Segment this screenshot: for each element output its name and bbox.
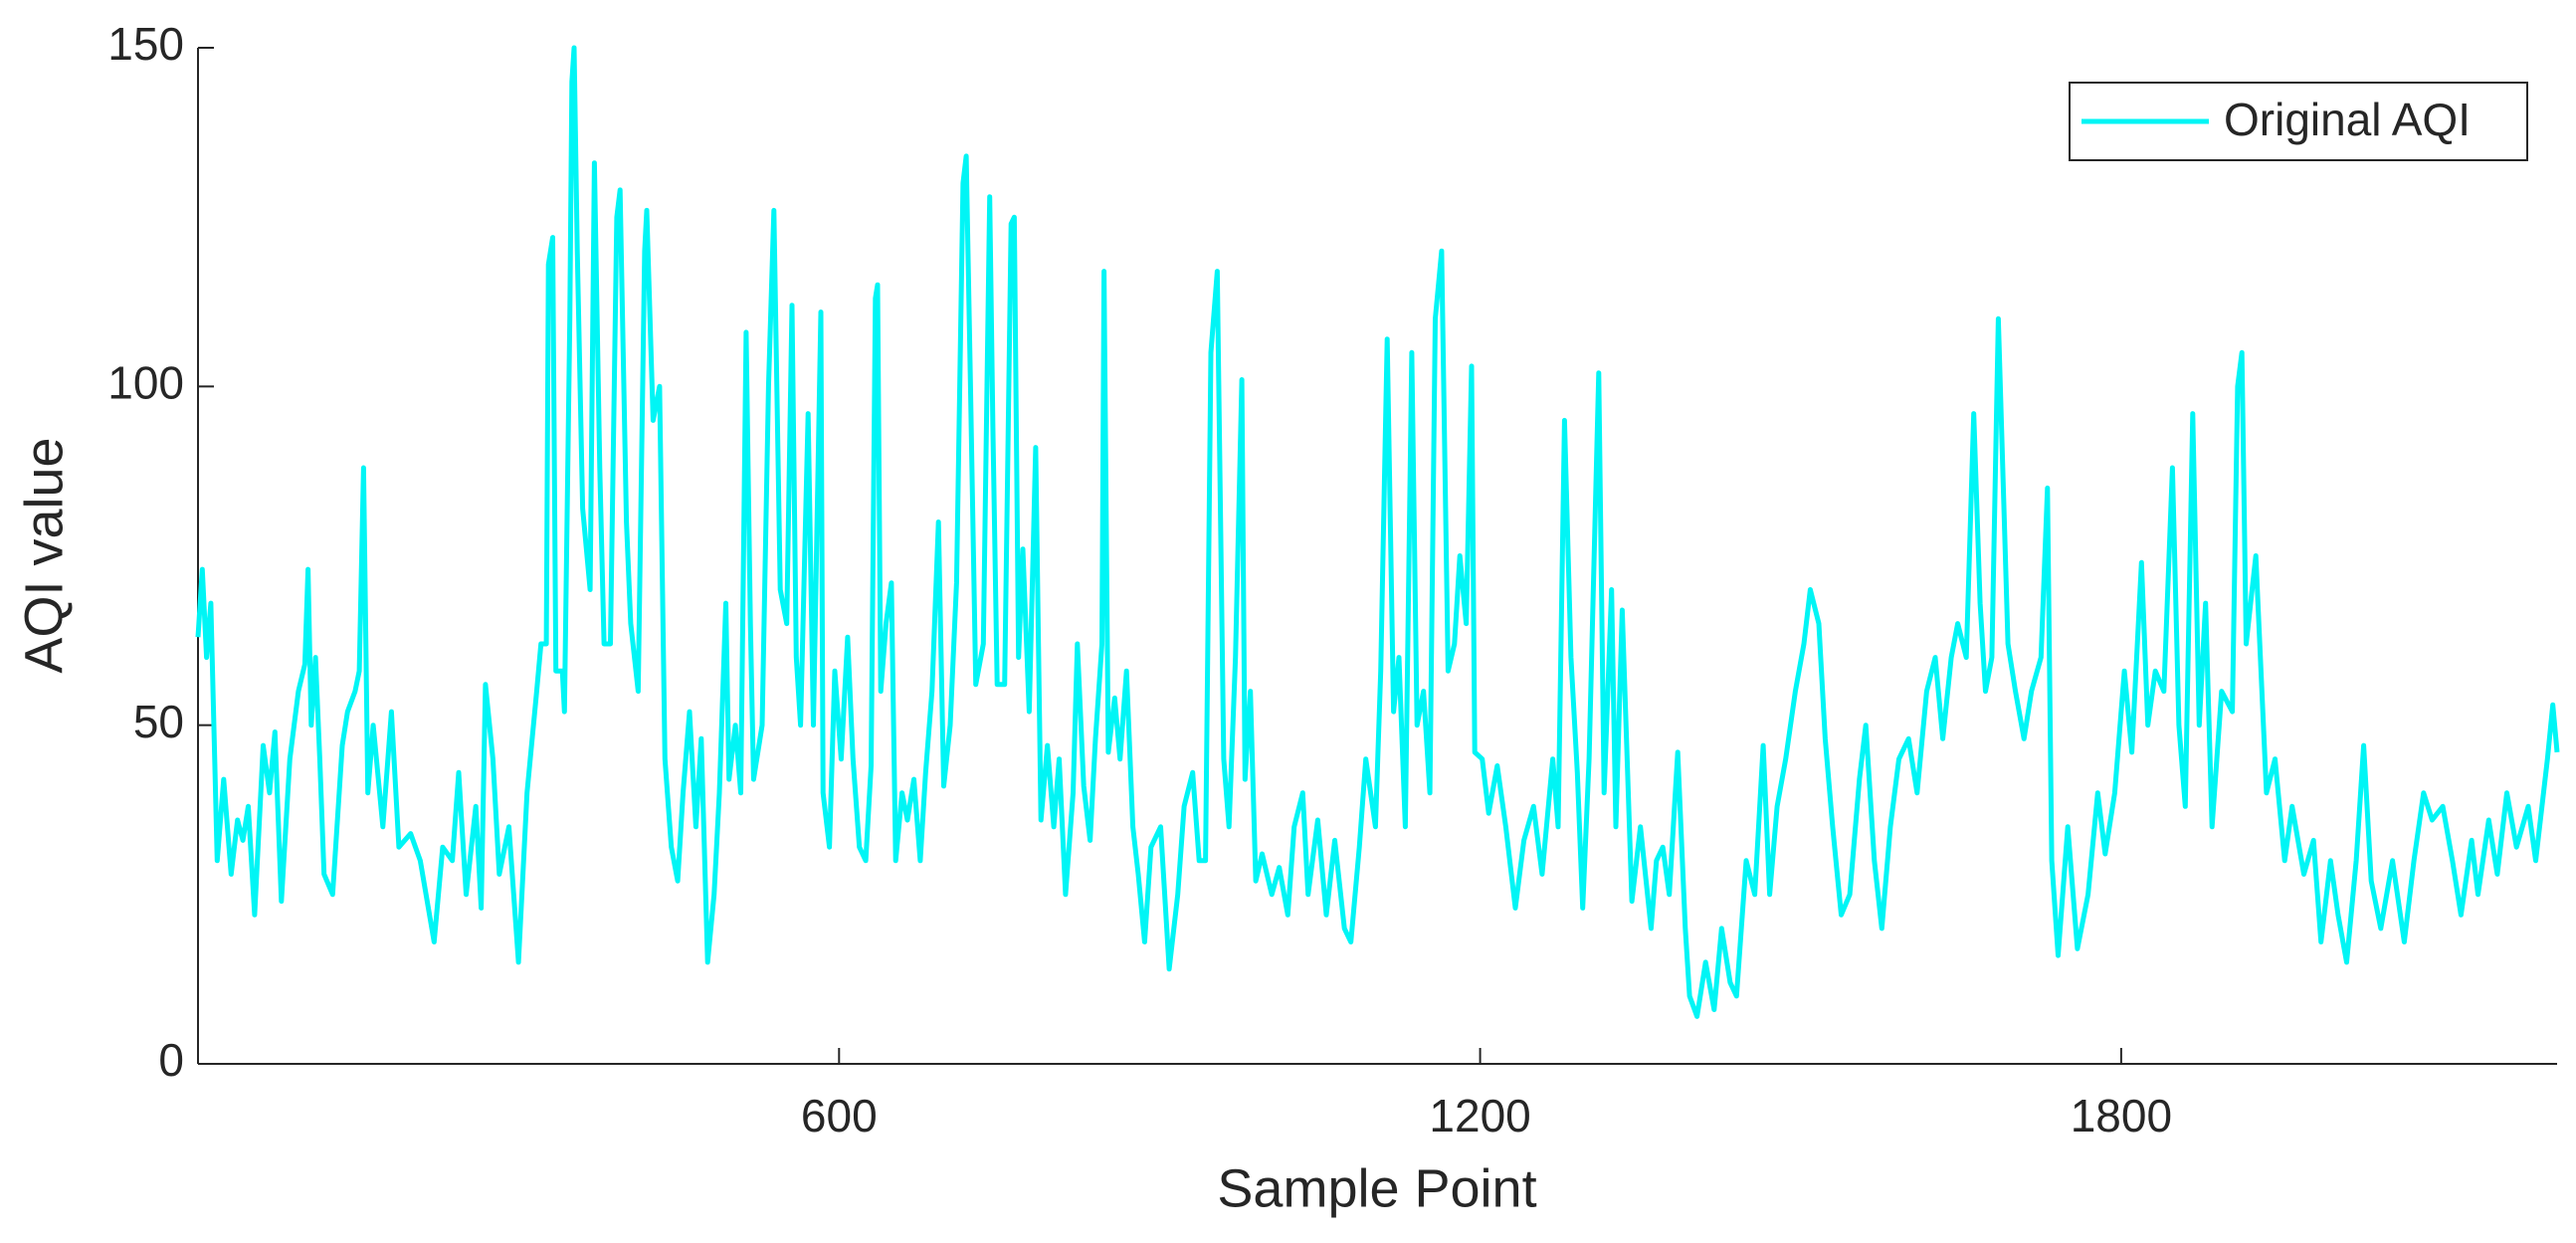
y-tick-label: 150: [107, 18, 184, 70]
legend-label: Original AQI: [2224, 94, 2471, 145]
y-tick-label: 0: [158, 1034, 184, 1086]
y-axis-label: AQI value: [14, 437, 74, 673]
x-axis-label: Sample Point: [1217, 1158, 1536, 1218]
y-tick-label: 100: [107, 356, 184, 408]
x-tick-label: 600: [801, 1090, 878, 1141]
x-tick-label: 1200: [1429, 1090, 1530, 1141]
y-tick-label: 50: [133, 696, 184, 747]
data-line: [195, 45, 2560, 1019]
x-tick-label: 1800: [2071, 1090, 2172, 1141]
